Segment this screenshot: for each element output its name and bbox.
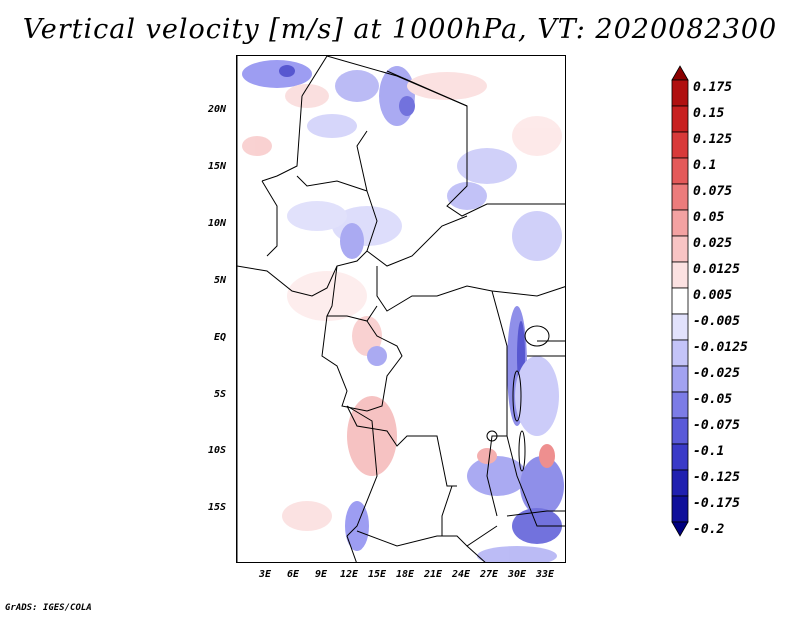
- lat-label-5s: 5S: [213, 389, 226, 400]
- lon-label-3e: 3E: [258, 569, 272, 580]
- lon-label-24e: 24E: [451, 569, 471, 580]
- colorbar: [671, 65, 689, 537]
- colorbar-label: -0.025: [693, 366, 740, 381]
- colorbar-bin: [671, 79, 689, 107]
- colorbar-label: 0.025: [693, 236, 733, 251]
- colorbar-top-triangle: [671, 65, 689, 81]
- colorbar-bin: [671, 443, 689, 471]
- colorbar-bin: [671, 313, 689, 341]
- colorbar-label: -0.05: [693, 392, 733, 407]
- lon-label-15e: 15E: [367, 569, 387, 580]
- colorbar-bin: [671, 495, 689, 523]
- colorbar-label: -0.175: [693, 496, 740, 511]
- colorbar-label: 0.05: [693, 210, 725, 225]
- lon-label-27e: 27E: [479, 569, 499, 580]
- lon-label-30e: 30E: [507, 569, 527, 580]
- colorbar-bin: [671, 391, 689, 419]
- colorbar-bin: [671, 209, 689, 237]
- lat-label-15s: 15S: [207, 502, 226, 513]
- colorbar-bin: [671, 131, 689, 159]
- colorbar-label: 0.175: [693, 80, 733, 95]
- lat-label-eq: EQ: [213, 332, 226, 343]
- lon-label-9e: 9E: [314, 569, 328, 580]
- colorbar-label: 0.15: [693, 106, 725, 121]
- map-title: Vertical velocity [m/s] at 1000hPa, VT: …: [22, 14, 778, 45]
- colorbar-bin: [671, 365, 689, 393]
- colorbar-bin: [671, 183, 689, 211]
- map-panel: [236, 55, 566, 563]
- grads-credit: GrADS: IGES/COLA: [5, 603, 92, 613]
- lon-label-33e: 33E: [535, 569, 555, 580]
- lat-label-15n: 15N: [207, 161, 226, 172]
- colorbar-label: -0.1: [693, 444, 725, 459]
- lon-label-12e: 12E: [339, 569, 359, 580]
- lon-label-21e: 21E: [423, 569, 443, 580]
- colorbar-bottom-triangle: [671, 521, 689, 537]
- colorbar-bin: [671, 261, 689, 289]
- colorbar-label: -0.0125: [693, 340, 748, 355]
- colorbar-label: 0.005: [693, 288, 733, 303]
- colorbar-bin: [671, 287, 689, 315]
- colorbar-label: 0.0125: [693, 262, 740, 277]
- vertical-velocity-field: [242, 60, 564, 562]
- colorbar-bin: [671, 339, 689, 367]
- colorbar-label: 0.075: [693, 184, 733, 199]
- colorbar-label: -0.125: [693, 470, 740, 485]
- colorbar-bin: [671, 235, 689, 263]
- lat-label-10s: 10S: [207, 445, 226, 456]
- lon-label-6e: 6E: [286, 569, 300, 580]
- lat-label-20n: 20N: [207, 104, 226, 115]
- colorbar-label: -0.005: [693, 314, 740, 329]
- colorbar-bin: [671, 157, 689, 185]
- country-borders: [237, 56, 565, 562]
- colorbar-label: 0.1: [693, 158, 717, 173]
- colorbar-label: 0.125: [693, 132, 733, 147]
- colorbar-label: -0.075: [693, 418, 740, 433]
- map-svg: [237, 56, 565, 562]
- lat-label-5n: 5N: [213, 275, 226, 286]
- lon-label-18e: 18E: [395, 569, 415, 580]
- colorbar-label: -0.2: [693, 522, 725, 537]
- colorbar-bin: [671, 469, 689, 497]
- colorbar-bin: [671, 105, 689, 133]
- lat-label-10n: 10N: [207, 218, 226, 229]
- colorbar-bin: [671, 417, 689, 445]
